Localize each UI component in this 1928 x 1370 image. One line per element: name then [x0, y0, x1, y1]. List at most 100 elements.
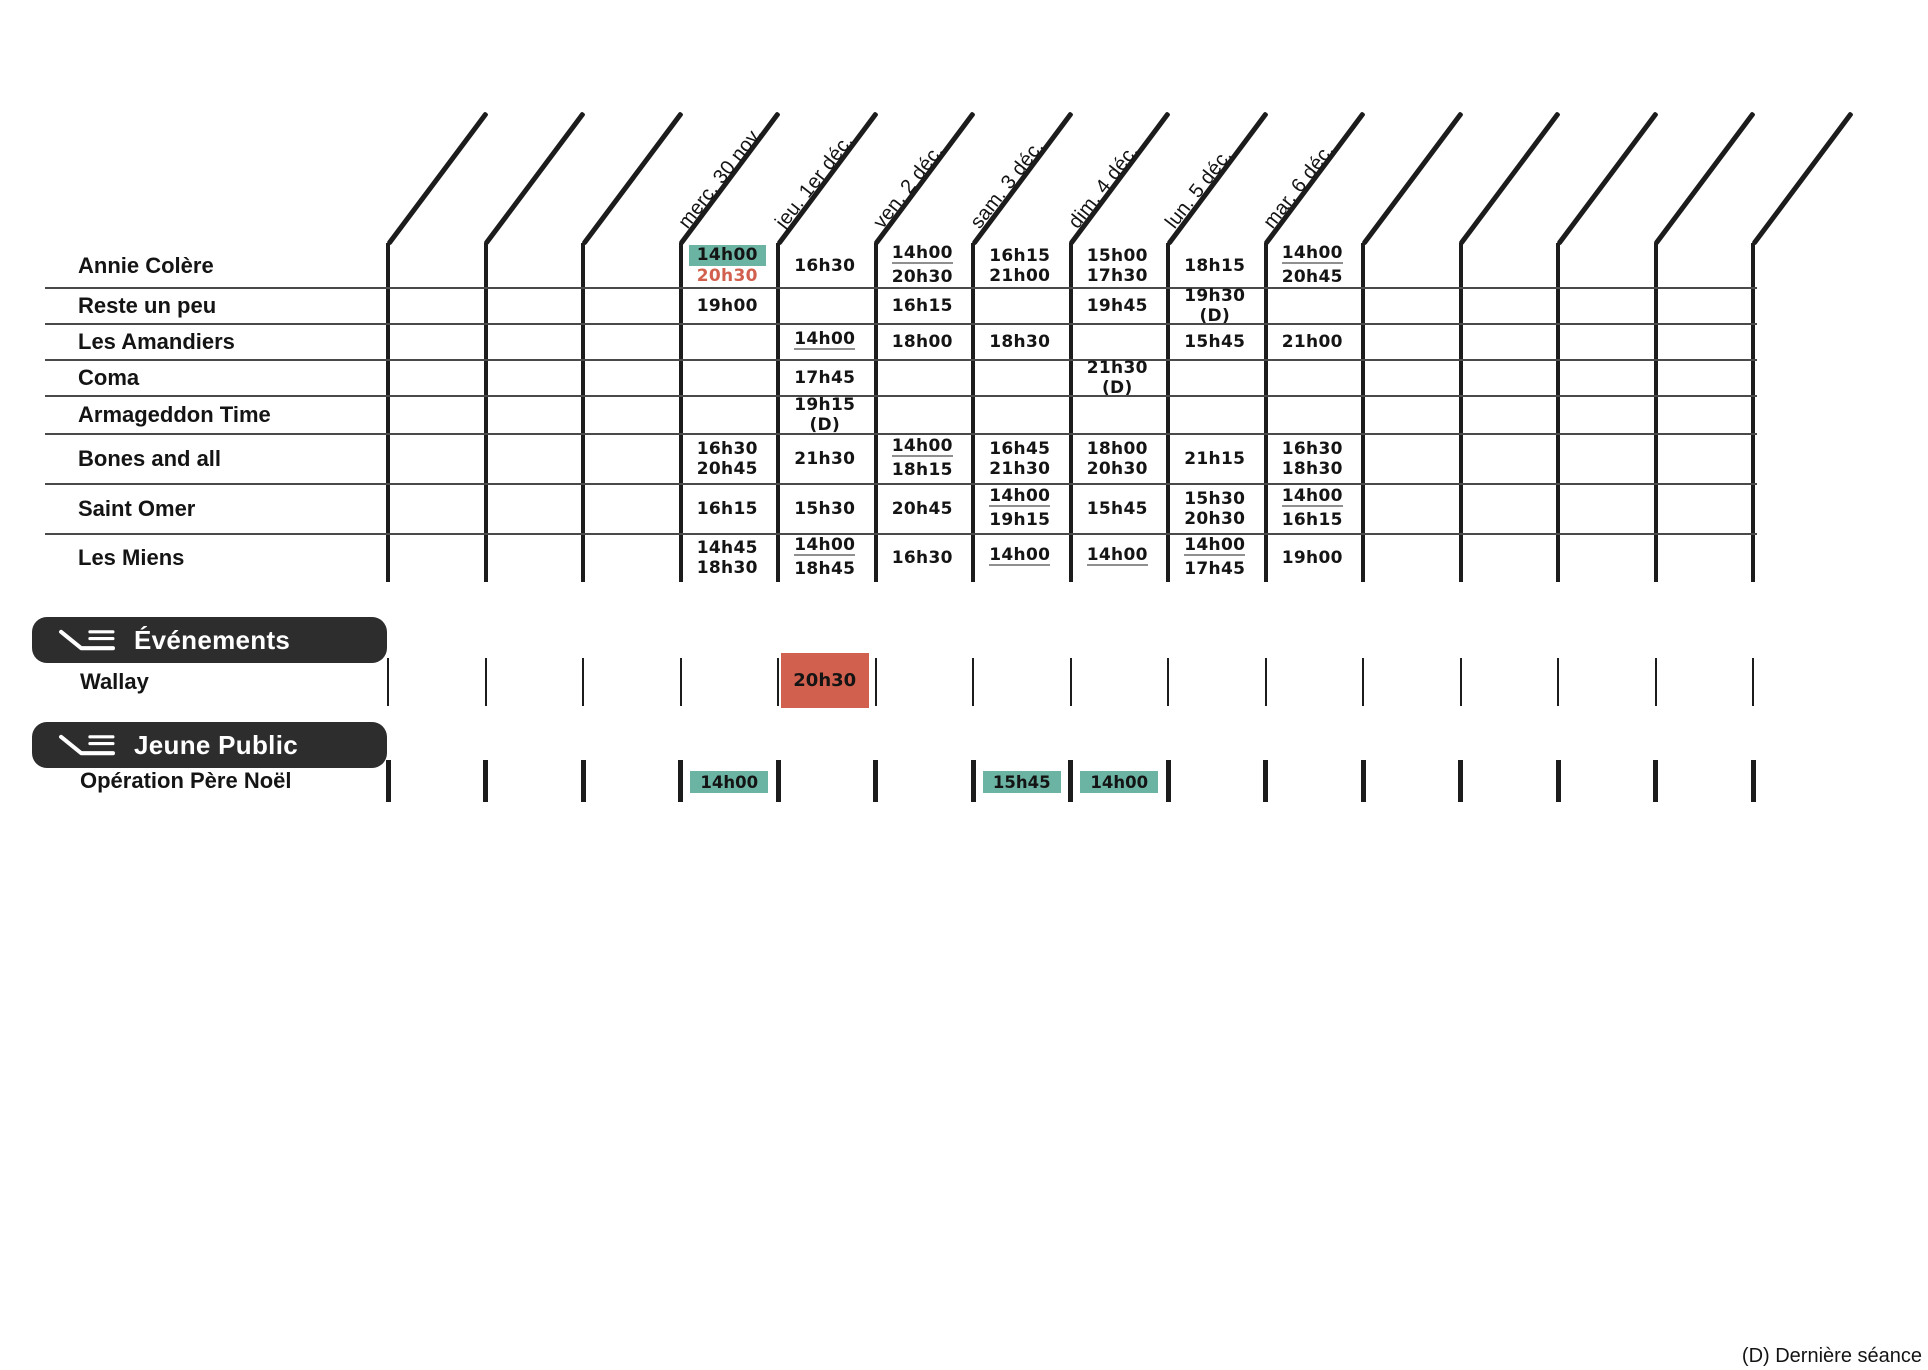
- schedule-cell: 20h45: [878, 484, 968, 534]
- schedule-cell: 14h00 20h30: [683, 243, 773, 288]
- showtime: 19h45: [1086, 296, 1148, 316]
- column-line: [1458, 243, 1463, 582]
- showtime: 14h45: [696, 538, 758, 558]
- day-header: dim. 4 déc.: [1063, 140, 1143, 233]
- schedule-cell: 16h30 18h30: [1268, 434, 1358, 484]
- showtime: 21h00: [989, 265, 1051, 286]
- section-header-evenements: Événements: [32, 617, 387, 663]
- column-diagonal-line: [386, 111, 489, 246]
- column-tick: [582, 658, 584, 706]
- event-showtime: 14h00: [690, 771, 769, 793]
- schedule-cell: 19h00: [1268, 534, 1358, 582]
- column-diagonal-line: [581, 111, 684, 246]
- last-showing-footnote: (D) Dernière séance: [1741, 1345, 1922, 1367]
- showtime: 18h00: [1086, 439, 1148, 459]
- column-tick: [1165, 760, 1171, 802]
- schedule-cell: 14h00: [975, 534, 1065, 582]
- showtime: 16h30: [794, 255, 856, 276]
- showtime: 19h30 (D): [1184, 286, 1246, 326]
- day-header: ven. 2 déc.: [868, 140, 948, 233]
- column-tick: [678, 760, 683, 802]
- schedule-cell: 16h15: [683, 484, 773, 534]
- day-header: sam. 3 déc.: [966, 136, 1049, 233]
- column-tick: [874, 658, 877, 706]
- column-tick: [1557, 658, 1559, 706]
- showtime: 14h00: [1281, 486, 1343, 507]
- column-tick: [777, 658, 779, 706]
- showtime: 20h45: [891, 499, 953, 519]
- schedule-cell: 14h45 18h30: [683, 534, 773, 582]
- row-separator: [45, 287, 1757, 289]
- schedule-cell: 19h00: [683, 288, 773, 324]
- day-header: merc. 30 nov.: [673, 122, 767, 233]
- column-line: [776, 243, 780, 582]
- showtime: 16h45: [989, 439, 1051, 459]
- column-line: [1068, 243, 1073, 582]
- showtime: 20h30: [891, 266, 953, 287]
- film-title: Saint Omer: [78, 496, 196, 521]
- showtime: 18h30: [989, 332, 1051, 352]
- column-tick: [775, 760, 781, 802]
- day-header: jeu. 1er déc.: [771, 130, 858, 233]
- column-tick: [1069, 658, 1072, 706]
- showtime: 14h00: [794, 535, 856, 556]
- section-title: Jeune Public: [134, 729, 298, 760]
- column-line: [678, 243, 683, 582]
- column-line: [1263, 243, 1268, 582]
- schedule-cell: 16h30: [878, 534, 968, 582]
- schedule-cell: 16h15: [878, 288, 968, 324]
- column-tick: [387, 658, 389, 706]
- showtime: 16h30: [891, 548, 953, 568]
- showtime: 15h45: [1086, 499, 1148, 519]
- showtime: 19h15 (D): [794, 395, 856, 435]
- row-separator: [45, 323, 1757, 325]
- film-title: Armageddon Time: [78, 402, 271, 427]
- schedule-cell: 14h00 16h15: [1268, 484, 1358, 534]
- schedule-cell: 14h00 20h45: [1268, 243, 1358, 288]
- event-showtime: 14h00: [1080, 771, 1159, 793]
- row-separator: [45, 395, 1757, 397]
- column-diagonal-line: [1751, 111, 1854, 246]
- column-tick: [970, 760, 976, 802]
- showtime: 17h45: [1184, 559, 1246, 579]
- schedule-cell: 14h00: [780, 324, 870, 360]
- column-tick: [483, 760, 488, 802]
- showtime: 15h30: [1184, 489, 1246, 509]
- column-tick: [1750, 760, 1756, 802]
- column-tick: [1362, 658, 1364, 706]
- schedule-cell: 14h00: [1073, 534, 1163, 582]
- column-line: [581, 243, 585, 582]
- schedule-cell: 21h30 (D): [1073, 358, 1163, 398]
- schedule-cell: 14h00 20h30: [878, 243, 968, 288]
- column-tick: [1459, 658, 1462, 706]
- showtime: 14h00: [891, 436, 953, 457]
- column-diagonal-line: [1556, 111, 1659, 246]
- film-title: Reste un peu: [78, 293, 217, 318]
- schedule-cell: 14h00 17h45: [1170, 534, 1260, 582]
- column-tick: [1264, 658, 1267, 706]
- film-title: Coma: [78, 365, 140, 390]
- schedule-cell: 19h45: [1073, 288, 1163, 324]
- schedule-cell: 19h30 (D): [1170, 286, 1260, 326]
- schedule-cell: 15h30: [780, 484, 870, 534]
- row-separator: [45, 483, 1757, 485]
- showtime: 16h15: [1281, 510, 1343, 530]
- showtime: 19h00: [696, 296, 758, 316]
- column-line: [971, 243, 975, 582]
- column-diagonal-line: [1361, 111, 1464, 246]
- film-title: Annie Colère: [78, 252, 214, 278]
- schedule-cell: 19h15 (D): [780, 395, 870, 435]
- event-row-title: Wallay: [80, 669, 149, 694]
- column-line: [1166, 243, 1170, 582]
- film-title: Les Miens: [78, 545, 185, 570]
- schedule-cell: 16h30 20h45: [683, 434, 773, 484]
- showtime: 16h30: [1281, 439, 1343, 459]
- showtime: 15h00: [1086, 245, 1148, 266]
- schedule-cell: 18h00 20h30: [1073, 434, 1163, 484]
- column-tick: [580, 760, 586, 802]
- showtime: 21h15: [1184, 449, 1246, 469]
- schedule-cell: 17h45: [780, 360, 870, 396]
- schedule-cell: 14h00 18h15: [878, 434, 968, 484]
- column-diagonal-line: [1653, 111, 1756, 246]
